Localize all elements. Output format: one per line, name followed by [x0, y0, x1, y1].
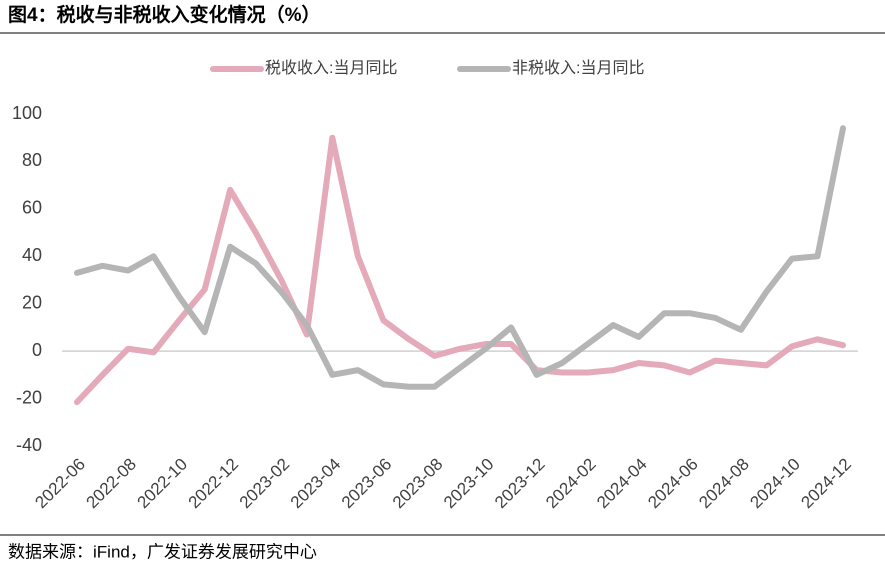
- x-tick-label: 2024-12: [797, 455, 855, 513]
- legend-label: 非税收入:当月同比: [512, 59, 644, 77]
- y-tick-label: -20: [16, 387, 42, 407]
- y-tick-label: -40: [16, 435, 42, 455]
- y-tick-label: 80: [22, 150, 42, 170]
- x-tick-label: 2023-08: [389, 455, 447, 513]
- legend-label: 税收收入:当月同比: [265, 59, 397, 77]
- x-tick-label: 2024-06: [644, 455, 702, 513]
- x-tick-label: 2023-10: [440, 455, 498, 513]
- y-tick-label: 60: [22, 198, 42, 218]
- x-tick-label: 2023-06: [338, 455, 396, 513]
- chart-title: 图4：税收与非税收入变化情况（%）: [8, 3, 320, 26]
- x-tick-label: 2023-04: [287, 455, 345, 513]
- y-tick-label: 0: [32, 340, 42, 360]
- x-tick-label: 2022-12: [185, 455, 243, 513]
- x-tick-label: 2024-02: [542, 455, 600, 513]
- x-tick-label: 2022-06: [31, 455, 89, 513]
- series-line: [74, 134, 846, 406]
- x-tick-label: 2024-10: [746, 455, 804, 513]
- x-tick-label: 2024-08: [695, 455, 753, 513]
- y-tick-label: 40: [22, 245, 42, 265]
- x-tick-label: 2024-04: [593, 455, 651, 513]
- x-tick-label: 2022-10: [134, 455, 192, 513]
- x-tick-label: 2022-08: [83, 455, 141, 513]
- x-tick-label: 2023-02: [236, 455, 294, 513]
- y-tick-label: 100: [12, 103, 42, 123]
- x-tick-label: 2023-12: [491, 455, 549, 513]
- y-tick-label: 20: [22, 292, 42, 312]
- series-line: [74, 125, 846, 390]
- source-note: 数据来源：iFind，广发证券发展研究中心: [8, 542, 317, 561]
